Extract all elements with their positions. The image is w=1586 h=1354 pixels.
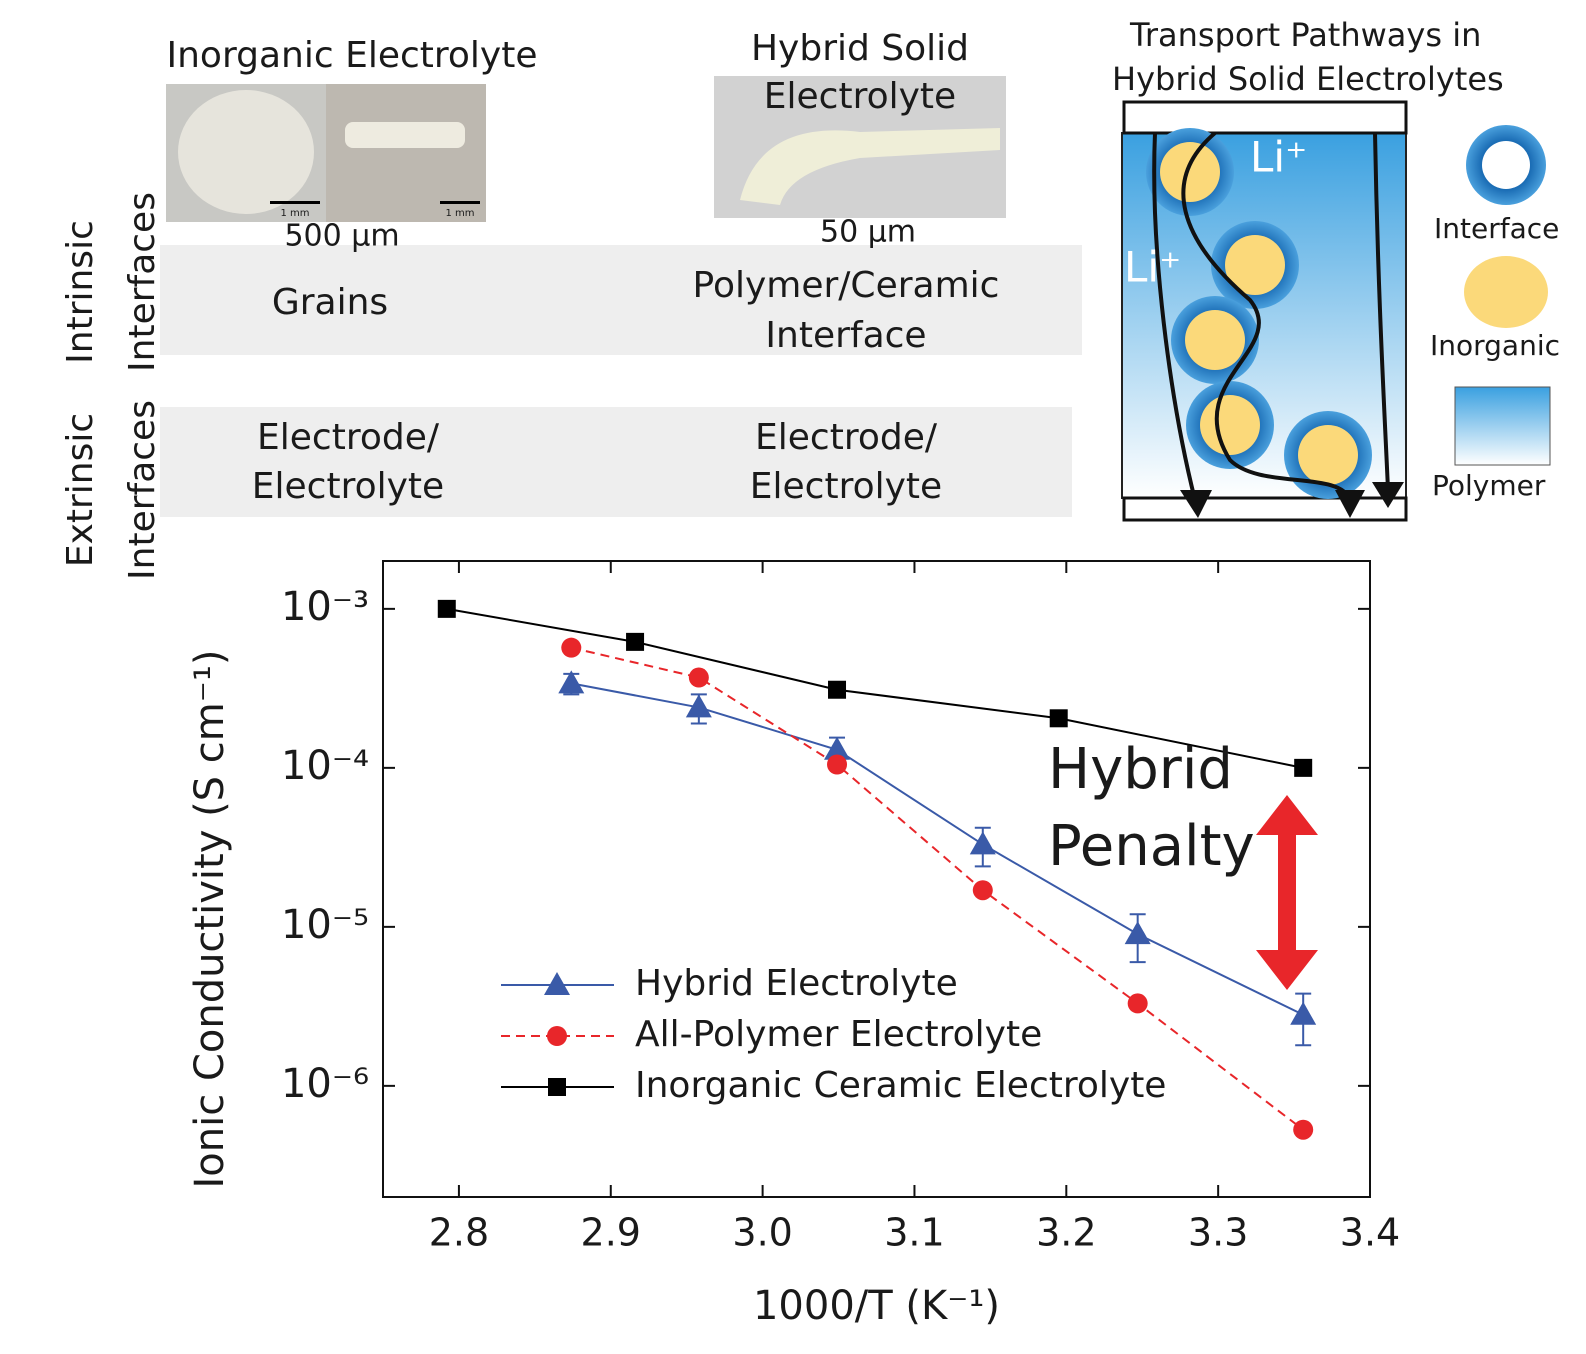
legend-marker — [548, 1078, 566, 1096]
marker — [827, 754, 847, 774]
y-tick-label: 10⁻⁶ — [281, 1061, 369, 1107]
marker — [973, 880, 993, 900]
x-tick-label: 3.3 — [1188, 1211, 1248, 1255]
y-tick-label: 10⁻³ — [281, 584, 369, 630]
column-title: Hybrid Solid — [751, 28, 969, 69]
marker — [438, 600, 456, 618]
y-axis-label: Ionic Conductivity (S cm⁻¹) — [187, 649, 233, 1188]
ion-label: Li⁺ — [1124, 243, 1181, 292]
marker — [626, 633, 644, 651]
marker — [689, 668, 709, 688]
x-tick-label: 2.8 — [429, 1211, 489, 1255]
x-tick-label: 3.4 — [1340, 1211, 1400, 1255]
marker — [1290, 1002, 1316, 1025]
scale-bar — [440, 201, 480, 204]
pellet — [178, 90, 314, 214]
legend-marker — [544, 972, 570, 995]
x-tick-label: 3.0 — [732, 1211, 792, 1255]
marker — [1294, 759, 1312, 777]
legend-label: Inorganic Ceramic Electrolyte — [635, 1065, 1166, 1106]
legend-label: All-Polymer Electrolyte — [635, 1014, 1042, 1055]
ion-label: Li⁺ — [1250, 133, 1307, 182]
marker — [1125, 921, 1151, 944]
legend-label: Inorganic — [1430, 329, 1560, 362]
figure: Inorganic Electrolyte Hybrid Solid Elect… — [0, 0, 1586, 1354]
legend-label: Hybrid Electrolyte — [635, 963, 958, 1004]
marker — [561, 638, 581, 658]
legend-interface — [1482, 141, 1530, 189]
column-title: Electrolyte — [764, 76, 956, 117]
y-tick-label: 10⁻⁵ — [281, 902, 369, 948]
legend-marker — [547, 1026, 567, 1046]
legend-label: Interface — [1434, 212, 1559, 245]
x-tick-label: 3.2 — [1036, 1211, 1096, 1255]
marker — [1128, 993, 1148, 1013]
row-label: Interfaces — [122, 400, 163, 580]
schematic-title: Hybrid Solid Electrolytes — [1112, 60, 1504, 98]
annotation: Penalty — [1048, 814, 1255, 879]
scale-bar-label: 1 mm — [445, 208, 474, 219]
x-axis-label: 1000/T (K⁻¹) — [753, 1283, 1000, 1329]
series-line — [571, 648, 1303, 1130]
marker — [558, 670, 584, 693]
cell: Electrolyte — [750, 466, 942, 507]
row-label: Extrinsic — [60, 413, 101, 567]
cell: Interface — [765, 315, 926, 356]
marker — [1050, 709, 1068, 727]
pellet — [345, 122, 465, 148]
x-tick-label: 3.1 — [884, 1211, 944, 1255]
legend-label: Polymer — [1432, 469, 1546, 502]
chart: 2.8 2.9 3.0 3.1 3.2 3.3 3.4 10⁻⁶ 10⁻⁵ 10⁻⁴ 10⁻³ 100… — [187, 561, 1400, 1329]
scale-label: 50 µm — [820, 215, 916, 250]
cell: Electrode/ — [257, 417, 440, 458]
scale-label: 500 µm — [284, 219, 399, 254]
marker — [828, 681, 846, 699]
marker — [1293, 1120, 1313, 1140]
schematic-title: Transport Pathways in — [1129, 16, 1481, 54]
row-label: Intrinsic — [60, 220, 101, 364]
legend-polymer — [1455, 387, 1550, 465]
cell: Electrolyte — [252, 466, 444, 507]
annotation: Hybrid — [1048, 737, 1233, 802]
column-title: Inorganic Electrolyte — [166, 35, 537, 76]
marker — [970, 831, 996, 854]
electrode — [1124, 498, 1406, 520]
cell: Grains — [272, 282, 388, 323]
scale-bar — [270, 201, 320, 204]
x-tick-label: 2.9 — [581, 1211, 641, 1255]
penalty-arrow — [1256, 795, 1318, 990]
y-tick-label: 10⁻⁴ — [281, 743, 369, 789]
electrode — [1124, 102, 1406, 133]
cell: Electrode/ — [755, 417, 938, 458]
cell: Polymer/Ceramic — [693, 265, 1000, 306]
row-label: Interfaces — [122, 192, 163, 372]
legend-inorganic — [1464, 256, 1548, 328]
scale-bar-label: 1 mm — [280, 208, 309, 219]
